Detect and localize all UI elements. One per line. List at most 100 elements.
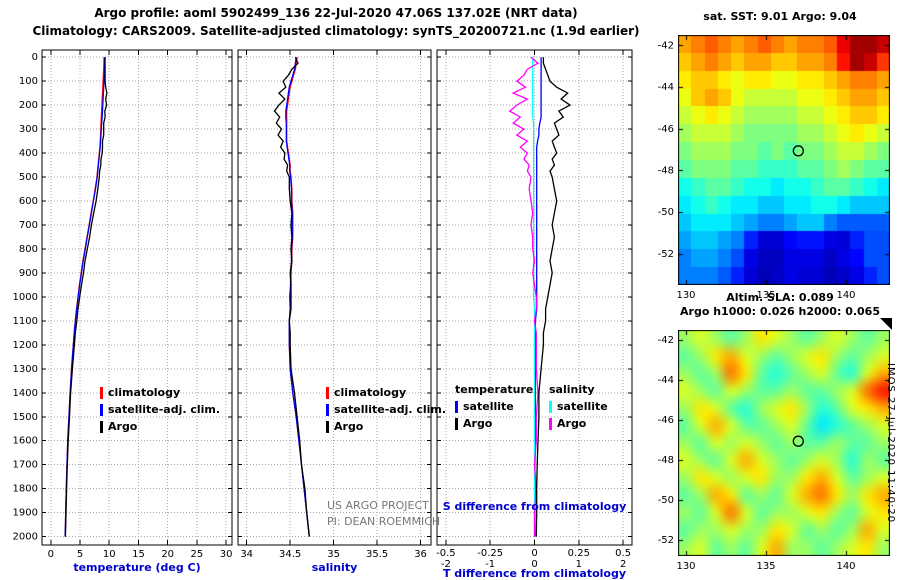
s-difference-axis-label: S difference from climatology [442,500,627,513]
legend-label: Argo [334,420,364,433]
legend-item: Argo [549,415,608,432]
depth-tick-label: 600 [19,196,38,207]
lon-tick-label: 130 [676,561,695,572]
x-tick-label: 0 [48,549,54,560]
lat-tick-label: -42 [658,40,674,51]
x-tick-label: 34.5 [279,549,301,560]
lat-tick-label: -50 [658,207,674,218]
series-Argo [273,56,310,537]
legend-item: satellite-adj. clim. [100,401,220,418]
lat-tick-label: -48 [658,165,674,176]
depth-tick-label: 1200 [13,340,38,351]
temperature-axis-label: temperature (deg C) [73,561,201,574]
lat-tick-label: -52 [658,535,674,546]
s-diff-tick-label: -0.25 [477,548,503,559]
argo-heights-title: Argo h1000: 0.026 h2000: 0.065 [680,305,880,318]
legend-label: Argo [463,417,493,430]
series-temperature-satellite [534,57,542,537]
figure-title: Argo profile: aoml 5902499_136 22-Jul-20… [94,6,578,20]
series-salinity-satellite [532,57,536,537]
legend-item: satellite [455,398,533,415]
depth-tick-label: 0 [32,52,38,63]
s-diff-tick-label: 0.5 [615,548,631,559]
climatology-swatch-icon [326,386,329,399]
legend-label: climatology [108,386,181,399]
salinity-panel-legend: climatology satellite-adj. clim. Argo [326,384,446,435]
x-tick-label: 35 [327,549,340,560]
legend-item: satellite [549,398,608,415]
s-satellite-swatch-icon [549,400,552,413]
series-salinity-Argo [508,56,540,537]
depth-tick-label: 2000 [13,532,38,543]
lat-tick-label: -44 [658,82,674,93]
depth-tick-label: 700 [19,220,38,231]
series-Argo [64,57,108,537]
axes-frame [41,49,233,546]
lat-tick-label: -48 [658,455,674,466]
legend-item: Argo [455,415,533,432]
t-argo-swatch-icon [455,417,458,430]
salinity_profile-panel: 34 34.5 35 35.5 36 [237,49,432,560]
sst-map-title: sat. SST: 9.01 Argo: 9.04 [703,10,857,23]
depth-tick-label: 1900 [13,508,38,519]
corner-triangle-icon [880,318,892,330]
legend-item: Argo [100,418,220,435]
x-tick-label: 25 [191,549,204,560]
depth-tick-label: 800 [19,244,38,255]
x-tick-label: 10 [103,549,116,560]
axes-frame [237,49,432,546]
satellite-adj-swatch-icon [326,403,329,416]
x-tick-label: 15 [132,549,145,560]
temperature-panel-legend: climatology satellite-adj. clim. Argo [100,384,220,435]
s-diff-tick-label: 0.25 [568,548,590,559]
lon-tick-label: 140 [836,561,855,572]
satellite-adj-swatch-icon [100,403,103,416]
t-satellite-swatch-icon [455,400,458,413]
depth-tick-label: 1000 [13,292,38,303]
series-temperature-Argo [535,57,572,537]
x-tick-label: 34 [240,549,253,560]
sla-heatmap [678,330,890,556]
depth-tick-label: 200 [19,100,38,111]
sst-heatmap [678,35,890,285]
series-satellite-adj. clim. [285,57,310,537]
depth-tick-label: 1500 [13,412,38,423]
legend-item: satellite-adj. clim. [326,401,446,418]
depth-tick-label: 1100 [13,316,38,327]
climatology-swatch-icon [100,386,103,399]
pi-annotation: PI: DEAN ROEMMICH [327,515,441,528]
legend-label: satellite-adj. clim. [108,403,221,416]
temperature_profile-panel: 0 5 10 15 20 25 300100200300400500600700800900… [13,49,233,560]
legend-label: satellite [463,400,514,413]
lat-tick-label: -46 [658,415,674,426]
difference-legend-temperature: temperature satellite Argo [455,381,533,432]
s-argo-swatch-icon [549,417,552,430]
t-difference-axis-label: T difference from climatology [442,567,627,580]
depth-tick-label: 100 [19,76,38,87]
axes-frame [436,49,633,546]
depth-tick-label: 1300 [13,364,38,375]
series-climatology [286,57,310,537]
difference-legend-salinity: salinity satellite Argo [549,381,608,432]
figure-subtitle: Climatology: CARS2009. Satellite-adjuste… [32,24,640,38]
s-diff-tick-label: -0.5 [436,548,456,559]
legend-item: Argo [326,418,446,435]
lat-tick-label: -44 [658,375,674,386]
depth-tick-label: 1600 [13,436,38,447]
x-tick-label: 5 [77,549,83,560]
salinity-axis-label: salinity [311,561,358,574]
depth-tick-label: 1800 [13,484,38,495]
series-satellite-adj. clim. [64,57,106,537]
x-tick-label: 20 [161,549,174,560]
imos-timestamp-watermark: IMOS 27-Jul-2020 11:40:20 [885,362,896,524]
x-tick-label: 35.5 [366,549,388,560]
legend-label: Argo [108,420,138,433]
legend-item: climatology [100,384,220,401]
lat-tick-label: -42 [658,335,674,346]
argo-swatch-icon [100,420,103,433]
lat-tick-label: -50 [658,495,674,506]
depth-tick-label: 300 [19,124,38,135]
series-climatology [64,57,105,537]
